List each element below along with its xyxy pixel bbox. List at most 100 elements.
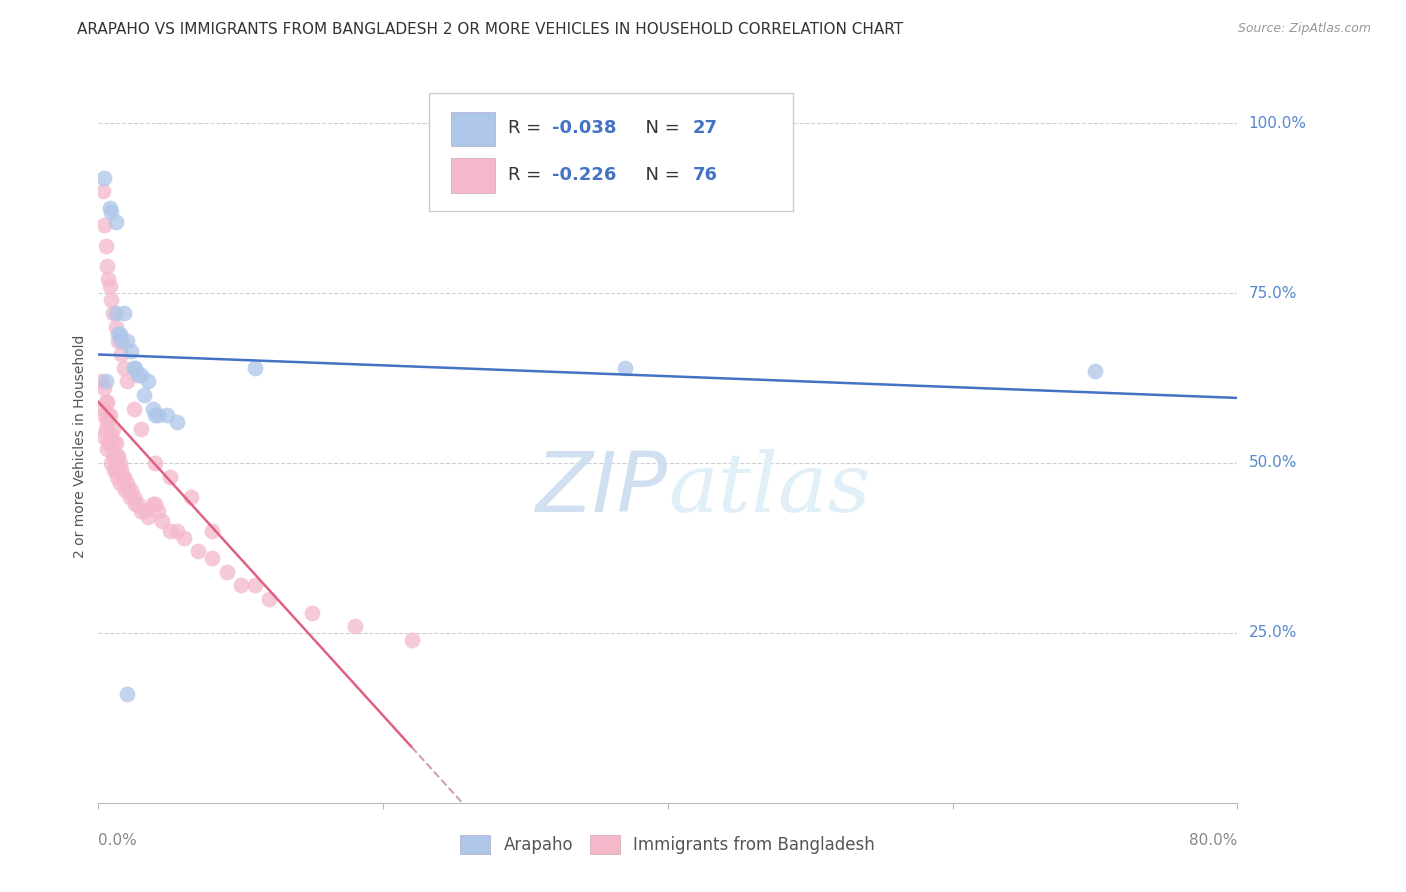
Point <box>91 429 114 443</box>
Point <box>104 435 127 450</box>
Point <box>301 606 323 620</box>
Text: -0.038: -0.038 <box>551 120 616 137</box>
Text: ZIP: ZIP <box>536 449 668 529</box>
Point <box>103 463 125 477</box>
Text: Source: ZipAtlas.com: Source: ZipAtlas.com <box>1237 22 1371 36</box>
Point <box>173 531 195 545</box>
Point <box>136 375 159 389</box>
Point <box>132 388 155 402</box>
Point <box>103 435 125 450</box>
Point <box>94 375 117 389</box>
Point <box>401 632 423 647</box>
Point <box>159 524 181 538</box>
Point <box>614 360 637 375</box>
Point <box>118 490 141 504</box>
Point <box>129 422 152 436</box>
Point <box>98 279 121 293</box>
Point <box>96 259 118 273</box>
Point <box>101 306 124 320</box>
Text: atlas: atlas <box>668 449 870 529</box>
Point <box>96 442 118 457</box>
Point <box>110 463 132 477</box>
Text: N =: N = <box>634 120 685 137</box>
Text: -0.226: -0.226 <box>551 166 616 184</box>
Point <box>100 456 122 470</box>
Point <box>1084 364 1107 378</box>
Point <box>120 343 142 358</box>
Point <box>129 368 152 382</box>
Point <box>145 497 167 511</box>
Point <box>156 409 179 423</box>
Point <box>100 204 122 219</box>
Point <box>107 449 129 463</box>
Point <box>127 368 149 382</box>
Text: N =: N = <box>634 166 685 184</box>
Y-axis label: 2 or more Vehicles in Household: 2 or more Vehicles in Household <box>73 334 87 558</box>
Legend: Arapaho, Immigrants from Bangladesh: Arapaho, Immigrants from Bangladesh <box>453 826 883 863</box>
Point <box>120 483 142 498</box>
Point <box>97 272 120 286</box>
Point <box>122 401 145 416</box>
Point <box>148 409 170 423</box>
Point <box>98 409 121 423</box>
Point <box>136 510 159 524</box>
Point <box>124 497 146 511</box>
Point <box>94 238 117 252</box>
Text: 50.0%: 50.0% <box>1249 456 1296 470</box>
Point <box>107 334 129 348</box>
Point <box>98 201 121 215</box>
Point <box>105 469 128 483</box>
Text: 0.0%: 0.0% <box>98 833 138 848</box>
Point <box>259 591 281 606</box>
Point <box>111 469 134 483</box>
Point <box>124 360 146 375</box>
Point <box>141 401 163 416</box>
Point <box>141 497 163 511</box>
Point <box>96 415 118 429</box>
Text: 27: 27 <box>693 120 718 137</box>
Point <box>108 476 131 491</box>
Point <box>132 503 155 517</box>
FancyBboxPatch shape <box>451 159 495 193</box>
Point <box>115 334 138 348</box>
Point <box>93 218 115 232</box>
Point <box>117 483 139 498</box>
Point <box>112 306 135 320</box>
Point <box>145 456 167 470</box>
Point <box>91 401 114 416</box>
Point <box>93 409 115 423</box>
Point <box>114 483 136 498</box>
Text: 100.0%: 100.0% <box>1249 116 1306 131</box>
Point <box>93 170 115 185</box>
Point <box>110 334 132 348</box>
Point <box>115 476 138 491</box>
Point <box>107 326 129 341</box>
Point <box>97 435 120 450</box>
Point <box>104 215 127 229</box>
Point <box>93 381 115 395</box>
Point <box>96 394 118 409</box>
Point <box>112 469 135 483</box>
Point <box>243 360 266 375</box>
Point <box>100 429 122 443</box>
Point <box>201 551 224 566</box>
Point <box>229 578 252 592</box>
Point <box>148 503 170 517</box>
Text: 80.0%: 80.0% <box>1189 833 1237 848</box>
Point <box>94 394 117 409</box>
Text: R =: R = <box>509 166 547 184</box>
Point <box>187 544 209 558</box>
Point <box>91 184 114 198</box>
Point <box>152 514 174 528</box>
Point <box>127 497 149 511</box>
FancyBboxPatch shape <box>429 93 793 211</box>
Point <box>104 320 127 334</box>
Point <box>101 422 124 436</box>
Point <box>145 409 167 423</box>
Point <box>101 449 124 463</box>
Point <box>166 415 188 429</box>
Point <box>90 375 112 389</box>
Text: ARAPAHO VS IMMIGRANTS FROM BANGLADESH 2 OR MORE VEHICLES IN HOUSEHOLD CORRELATIO: ARAPAHO VS IMMIGRANTS FROM BANGLADESH 2 … <box>77 22 904 37</box>
FancyBboxPatch shape <box>451 112 495 146</box>
Point <box>104 463 127 477</box>
